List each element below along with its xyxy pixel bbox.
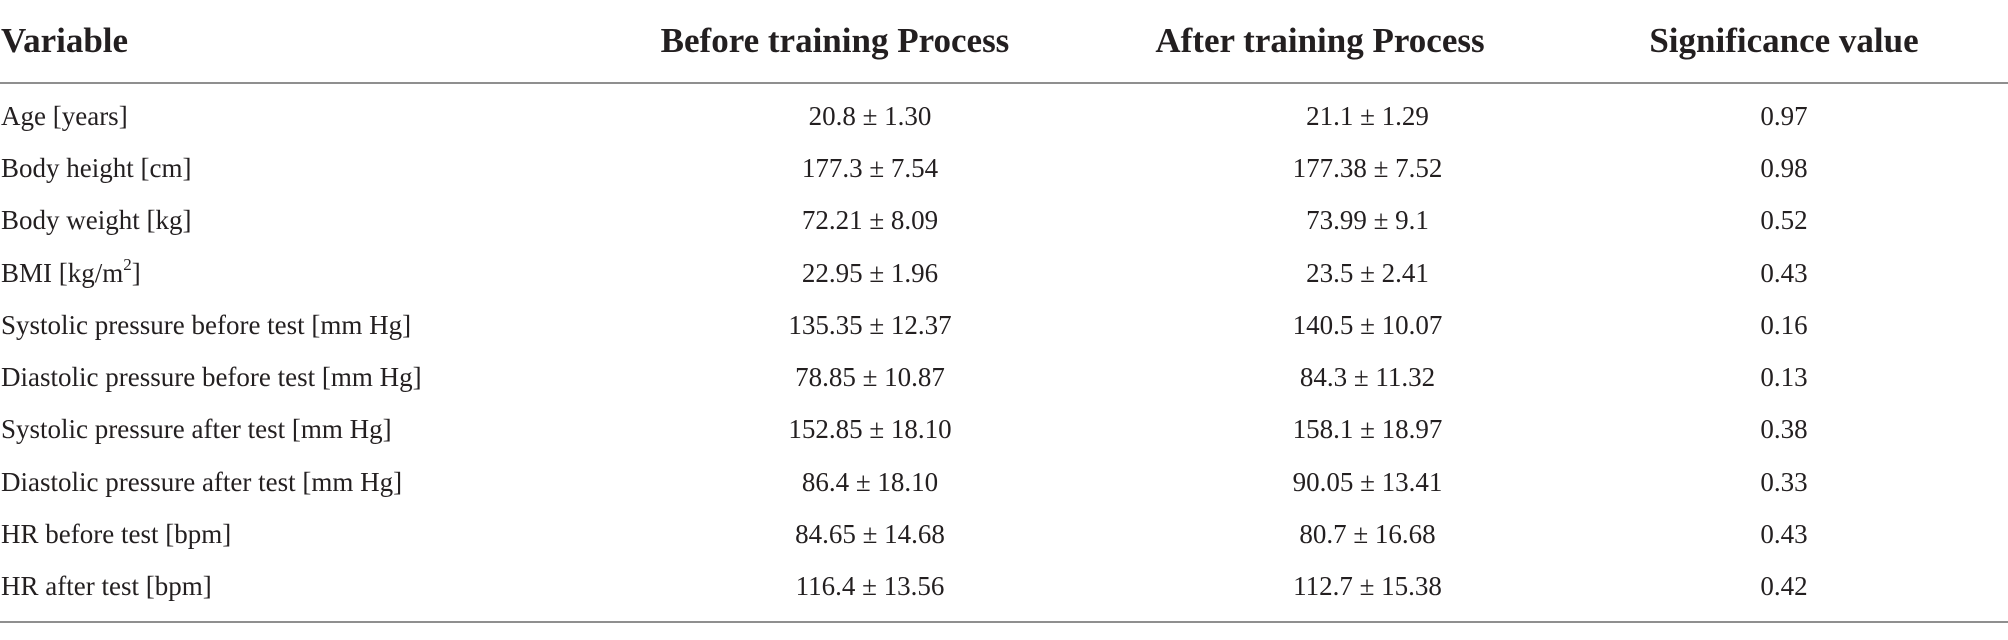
cell-significance: 0.38 bbox=[1760, 414, 1808, 445]
cell-before: 135.35 ± 12.37 bbox=[520, 299, 1080, 351]
cell-before-value: 20.8 ± 1.30 bbox=[808, 100, 932, 131]
table-row: Diastolic pressure after test [mm Hg] 86… bbox=[0, 456, 2008, 508]
cell-significance: 0.33 bbox=[1760, 466, 1808, 497]
cell-after-value: 23.5 ± 2.41 bbox=[1306, 257, 1429, 288]
cell-after-value: 73.99 ± 9.1 bbox=[1306, 205, 1429, 236]
cell-before-value: 177.3 ± 7.54 bbox=[801, 152, 939, 183]
cell-variable: Body height [cm] bbox=[1, 152, 192, 183]
cell-after: 21.1 ± 1.29 bbox=[1080, 83, 1560, 142]
cell-variable: Diastolic pressure before test [mm Hg] bbox=[1, 362, 422, 393]
cell-before: 22.95 ± 1.96 bbox=[520, 247, 1080, 299]
cell-before: 78.85 ± 10.87 bbox=[520, 351, 1080, 403]
cell-after: 73.99 ± 9.1 bbox=[1080, 195, 1560, 247]
cell-significance: 0.42 bbox=[1760, 571, 1808, 602]
cell-before-value: 86.4 ± 18.10 bbox=[801, 466, 939, 497]
header-before-training: Before training Process bbox=[520, 0, 1080, 84]
cell-variable: Body weight [kg] bbox=[1, 205, 192, 236]
cell-after: 90.05 ± 13.41 bbox=[1080, 456, 1560, 508]
header-variable: Variable bbox=[0, 0, 520, 84]
cell-significance: 0.98 bbox=[1760, 152, 1808, 183]
table-row: Diastolic pressure before test [mm Hg] 7… bbox=[0, 351, 2008, 403]
cell-before: 152.85 ± 18.10 bbox=[520, 404, 1080, 456]
cell-variable: HR before test [bpm] bbox=[1, 519, 232, 550]
cell-after: 158.1 ± 18.97 bbox=[1080, 404, 1560, 456]
cell-variable: BMI [kg/m2] bbox=[0, 247, 520, 299]
cell-before-value: 78.85 ± 10.87 bbox=[795, 362, 945, 393]
cell-significance: 0.43 bbox=[1760, 519, 1808, 550]
cell-after-value: 112.7 ± 15.38 bbox=[1293, 571, 1442, 602]
table-row: Body height [cm] 177.3 ± 7.54 177.38 ± 7… bbox=[0, 142, 2008, 194]
cell-before: 116.4 ± 13.56 bbox=[520, 561, 1080, 613]
cell-before: 177.3 ± 7.54 bbox=[520, 142, 1080, 194]
cell-variable: Systolic pressure after test [mm Hg] bbox=[1, 414, 392, 445]
cell-after-value: 140.5 ± 10.07 bbox=[1292, 309, 1443, 340]
cell-after-value: 158.1 ± 18.97 bbox=[1292, 414, 1443, 445]
cell-significance: 0.16 bbox=[1760, 309, 1808, 340]
cell-significance: 0.43 bbox=[1760, 257, 1808, 288]
cell-before: 84.65 ± 14.68 bbox=[520, 508, 1080, 560]
table-row: BMI [kg/m2] 22.95 ± 1.96 23.5 ± 2.41 0.4… bbox=[0, 247, 2008, 299]
header-significance: Significance value bbox=[1560, 0, 2008, 84]
table-row: Systolic pressure after test [mm Hg] 152… bbox=[0, 404, 2008, 456]
cell-after: 80.7 ± 16.68 bbox=[1080, 508, 1560, 560]
results-table: Variable Before training Process After t… bbox=[0, 0, 2008, 613]
cell-before-value: 135.35 ± 12.37 bbox=[788, 309, 952, 340]
cell-before-value: 152.85 ± 18.10 bbox=[788, 414, 952, 445]
table-row: HR after test [bpm] 116.4 ± 13.56 112.7 … bbox=[0, 561, 2008, 613]
cell-after: 84.3 ± 11.32 bbox=[1080, 351, 1560, 403]
cell-variable-prefix: BMI [kg/m bbox=[1, 257, 124, 288]
cell-variable: Diastolic pressure after test [mm Hg] bbox=[1, 466, 403, 497]
header-after-training: After training Process bbox=[1080, 0, 1560, 84]
cell-after-value: 177.38 ± 7.52 bbox=[1292, 152, 1443, 183]
table-row: Age [years] 20.8 ± 1.30 21.1 ± 1.29 0.97 bbox=[0, 83, 2008, 142]
table-bottom-rule bbox=[0, 621, 2008, 623]
cell-variable: Age [years] bbox=[1, 100, 128, 131]
cell-variable-suffix: ] bbox=[131, 257, 141, 288]
cell-before: 72.21 ± 8.09 bbox=[520, 195, 1080, 247]
cell-after: 112.7 ± 15.38 bbox=[1080, 561, 1560, 613]
cell-variable: Systolic pressure before test [mm Hg] bbox=[1, 309, 412, 340]
cell-after-value: 80.7 ± 16.68 bbox=[1299, 519, 1436, 550]
cell-after-value: 21.1 ± 1.29 bbox=[1306, 100, 1429, 131]
cell-before-value: 72.21 ± 8.09 bbox=[801, 205, 939, 236]
table-row: HR before test [bpm] 84.65 ± 14.68 80.7 … bbox=[0, 508, 2008, 560]
cell-before: 20.8 ± 1.30 bbox=[520, 83, 1080, 142]
cell-before-value: 116.4 ± 13.56 bbox=[795, 571, 945, 602]
cell-after: 140.5 ± 10.07 bbox=[1080, 299, 1560, 351]
cell-significance: 0.97 bbox=[1760, 100, 1808, 131]
table-header-row: Variable Before training Process After t… bbox=[0, 0, 2008, 84]
table-row: Systolic pressure before test [mm Hg] 13… bbox=[0, 299, 2008, 351]
cell-variable: HR after test [bpm] bbox=[1, 571, 212, 602]
cell-after: 177.38 ± 7.52 bbox=[1080, 142, 1560, 194]
cell-before-value: 22.95 ± 1.96 bbox=[801, 257, 939, 288]
cell-significance: 0.52 bbox=[1760, 205, 1808, 236]
cell-before-value: 84.65 ± 14.68 bbox=[795, 519, 945, 550]
cell-after: 23.5 ± 2.41 bbox=[1080, 247, 1560, 299]
cell-before: 86.4 ± 18.10 bbox=[520, 456, 1080, 508]
cell-after-value: 84.3 ± 11.32 bbox=[1299, 362, 1436, 393]
cell-after-value: 90.05 ± 13.41 bbox=[1292, 466, 1443, 497]
table-row: Body weight [kg] 72.21 ± 8.09 73.99 ± 9.… bbox=[0, 195, 2008, 247]
cell-significance: 0.13 bbox=[1760, 362, 1808, 393]
cell-variable-superscript: 2 bbox=[123, 254, 132, 274]
